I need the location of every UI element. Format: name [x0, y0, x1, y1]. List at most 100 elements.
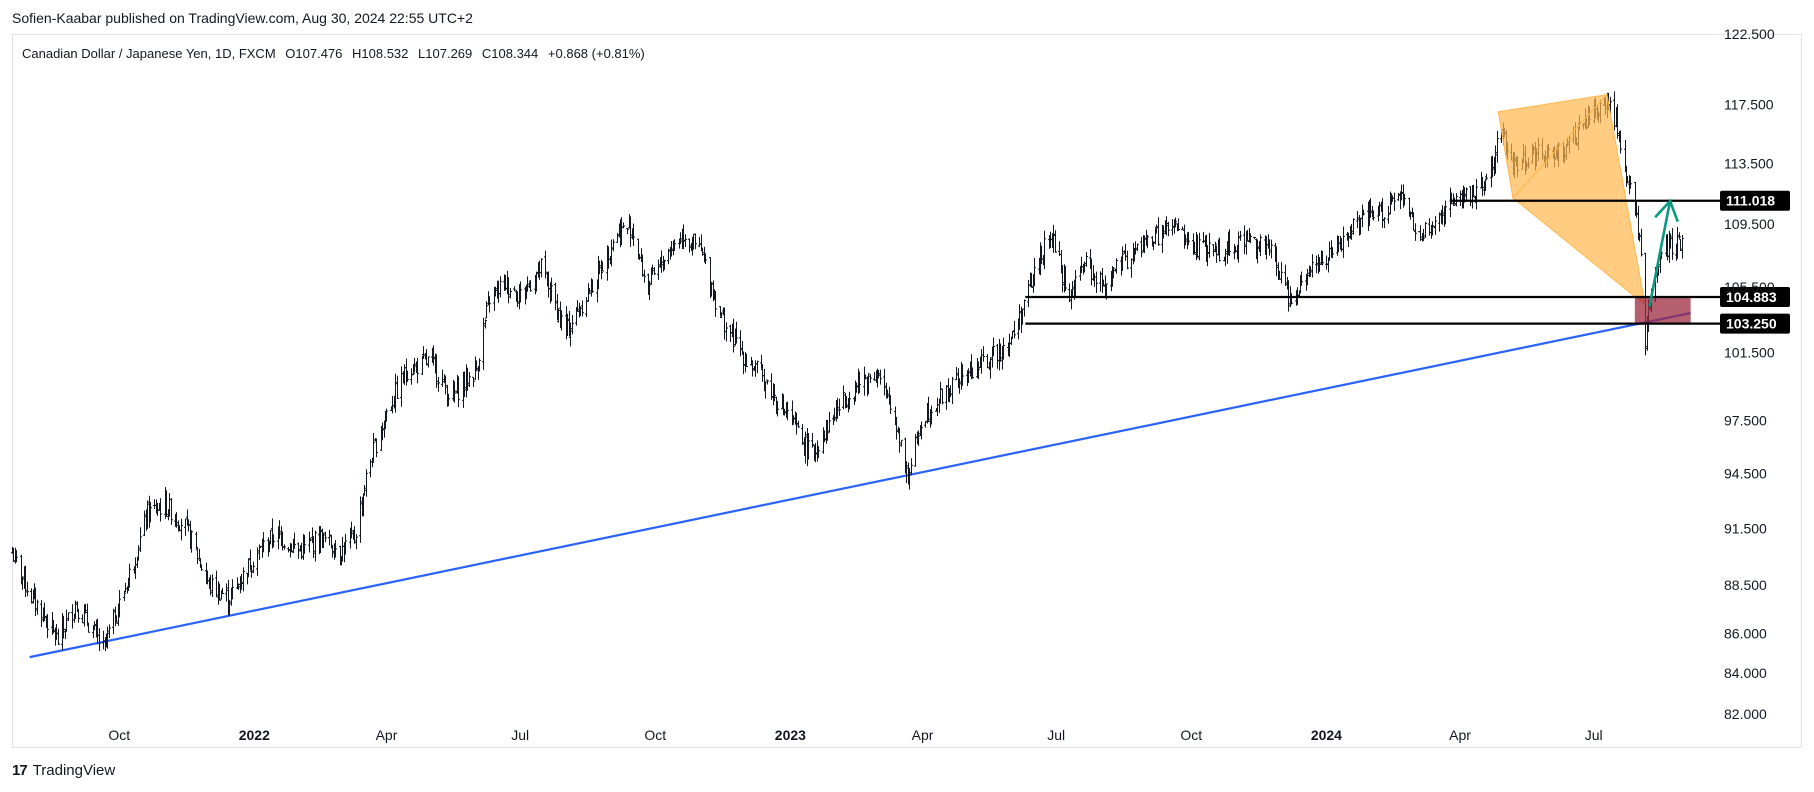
ohlc-bar	[600, 259, 603, 280]
ohlc-bar	[560, 310, 563, 331]
ohlc-bar	[468, 372, 471, 387]
ohlc-bar	[720, 312, 723, 319]
ohlc-bars	[11, 91, 1684, 652]
ohlc-bar	[1115, 258, 1118, 274]
time-axis: Oct 2022 Apr Jul Oct 2023 Apr Jul Oct 2024 Apr Jul	[108, 727, 1602, 743]
ohlc-bar	[256, 547, 259, 577]
price-level-badge	[1720, 313, 1790, 334]
ohlc-bar	[684, 234, 687, 248]
ohlc-bar	[1300, 271, 1303, 286]
price-tick-label: 88.500	[1724, 577, 1767, 593]
ohlc-bar	[1126, 250, 1129, 270]
ohlc-bar	[1318, 257, 1321, 272]
ohlc-bar	[1369, 198, 1372, 218]
ohlc-bar	[632, 223, 635, 247]
ohlc-bar	[447, 393, 450, 407]
ohlc-bar	[195, 531, 198, 549]
ohlc-bar	[1356, 211, 1359, 229]
ohlc-bar	[1027, 279, 1030, 308]
ohlc-bar	[1187, 231, 1190, 246]
ohlc-bar	[989, 357, 992, 379]
ohlc-bar	[43, 602, 46, 622]
symbol-name: Canadian Dollar / Japanese Yen, 1D, FXCM	[22, 46, 276, 61]
ohlc-bar	[1181, 226, 1184, 231]
ohlc-bar	[725, 322, 728, 342]
ohlc-bar	[1121, 246, 1124, 271]
ohlc-bar	[1270, 239, 1273, 259]
ohlc-bar	[406, 370, 409, 382]
ohlc-bar	[1629, 176, 1632, 189]
ohlc-bar	[1481, 176, 1484, 197]
ohlc-bar	[858, 371, 861, 394]
ohlc-bar	[673, 239, 676, 251]
ohlc-bar	[1243, 225, 1246, 255]
ohlc-bar	[231, 579, 234, 600]
price-tick-label: 97.500	[1724, 413, 1767, 429]
ohlc-bar	[250, 565, 253, 578]
trendline-layer	[29, 311, 1691, 659]
ohlc-bar	[74, 600, 77, 619]
ohlc-bar	[833, 407, 836, 422]
ohlc-bar	[1669, 233, 1672, 249]
ohlc-bar	[324, 531, 327, 543]
ohlc-bar	[670, 241, 673, 257]
ohlc-bar	[1167, 221, 1170, 237]
ohlc-bar	[371, 457, 374, 468]
ohlc-bar	[1002, 337, 1005, 360]
ohlc-bar	[1613, 91, 1616, 131]
ohlc-bar	[1155, 224, 1158, 234]
ohlc-bar	[1475, 178, 1478, 210]
ohlc-bar	[355, 534, 358, 550]
ohlc-bar	[1459, 190, 1462, 206]
ohlc-bar	[804, 431, 807, 464]
high-value: H108.532	[352, 46, 409, 61]
ohlc-bar	[773, 384, 776, 402]
chart-frame[interactable]	[12, 34, 1802, 748]
ohlc-bar	[65, 609, 68, 632]
price-tick-label: 117.500	[1724, 97, 1774, 113]
time-tick-label: Apr	[1449, 727, 1471, 743]
tradingview-logo[interactable]: 17 TradingView	[12, 762, 115, 779]
ohlc-bar	[394, 373, 397, 413]
ohlc-bar	[653, 267, 656, 276]
ohlc-bar	[930, 405, 933, 425]
ohlc-bar	[1052, 224, 1055, 253]
ohlc-bar	[616, 232, 619, 243]
ohlc-bar	[1309, 266, 1312, 277]
ohlc-bar	[472, 376, 475, 388]
ohlc-bar	[1306, 268, 1309, 286]
ohlc-bar	[585, 297, 588, 318]
ohlc-bar	[165, 490, 168, 517]
ohlc-bar	[1013, 320, 1016, 339]
ohlc-bar	[187, 519, 190, 532]
ohlc-bar	[566, 313, 569, 336]
ohlc-bar	[322, 532, 325, 548]
ohlc-bar	[289, 542, 292, 558]
ohlc-bar	[98, 628, 101, 652]
ohlc-bar	[1224, 248, 1227, 267]
ohlc-bar	[1465, 187, 1468, 203]
ohlc-bar	[93, 621, 96, 631]
ohlc-bar	[1177, 218, 1180, 232]
ohlc-bar	[1202, 231, 1205, 244]
ohlc-bar	[159, 498, 162, 522]
ohlc-bar	[200, 564, 203, 571]
ohlc-bar	[509, 287, 512, 299]
ohlc-bar	[139, 527, 142, 553]
ohlc-bar	[598, 260, 601, 275]
ohlc-bar	[149, 501, 152, 523]
ohlc-bar	[1676, 227, 1679, 259]
ohlc-bar	[657, 259, 660, 280]
ohlc-bar	[648, 280, 651, 300]
ohlc-bar	[413, 358, 416, 373]
ohlc-bar	[115, 615, 118, 623]
ohlc-bar	[1054, 230, 1057, 253]
ohlc-bar	[898, 427, 901, 453]
ohlc-bar	[359, 496, 362, 543]
ohlc-bar	[108, 624, 111, 639]
low-value: L107.269	[418, 46, 473, 61]
ohlc-bar	[1071, 280, 1074, 297]
ohlc-bar	[895, 416, 898, 440]
ohlc-bar	[612, 239, 615, 252]
